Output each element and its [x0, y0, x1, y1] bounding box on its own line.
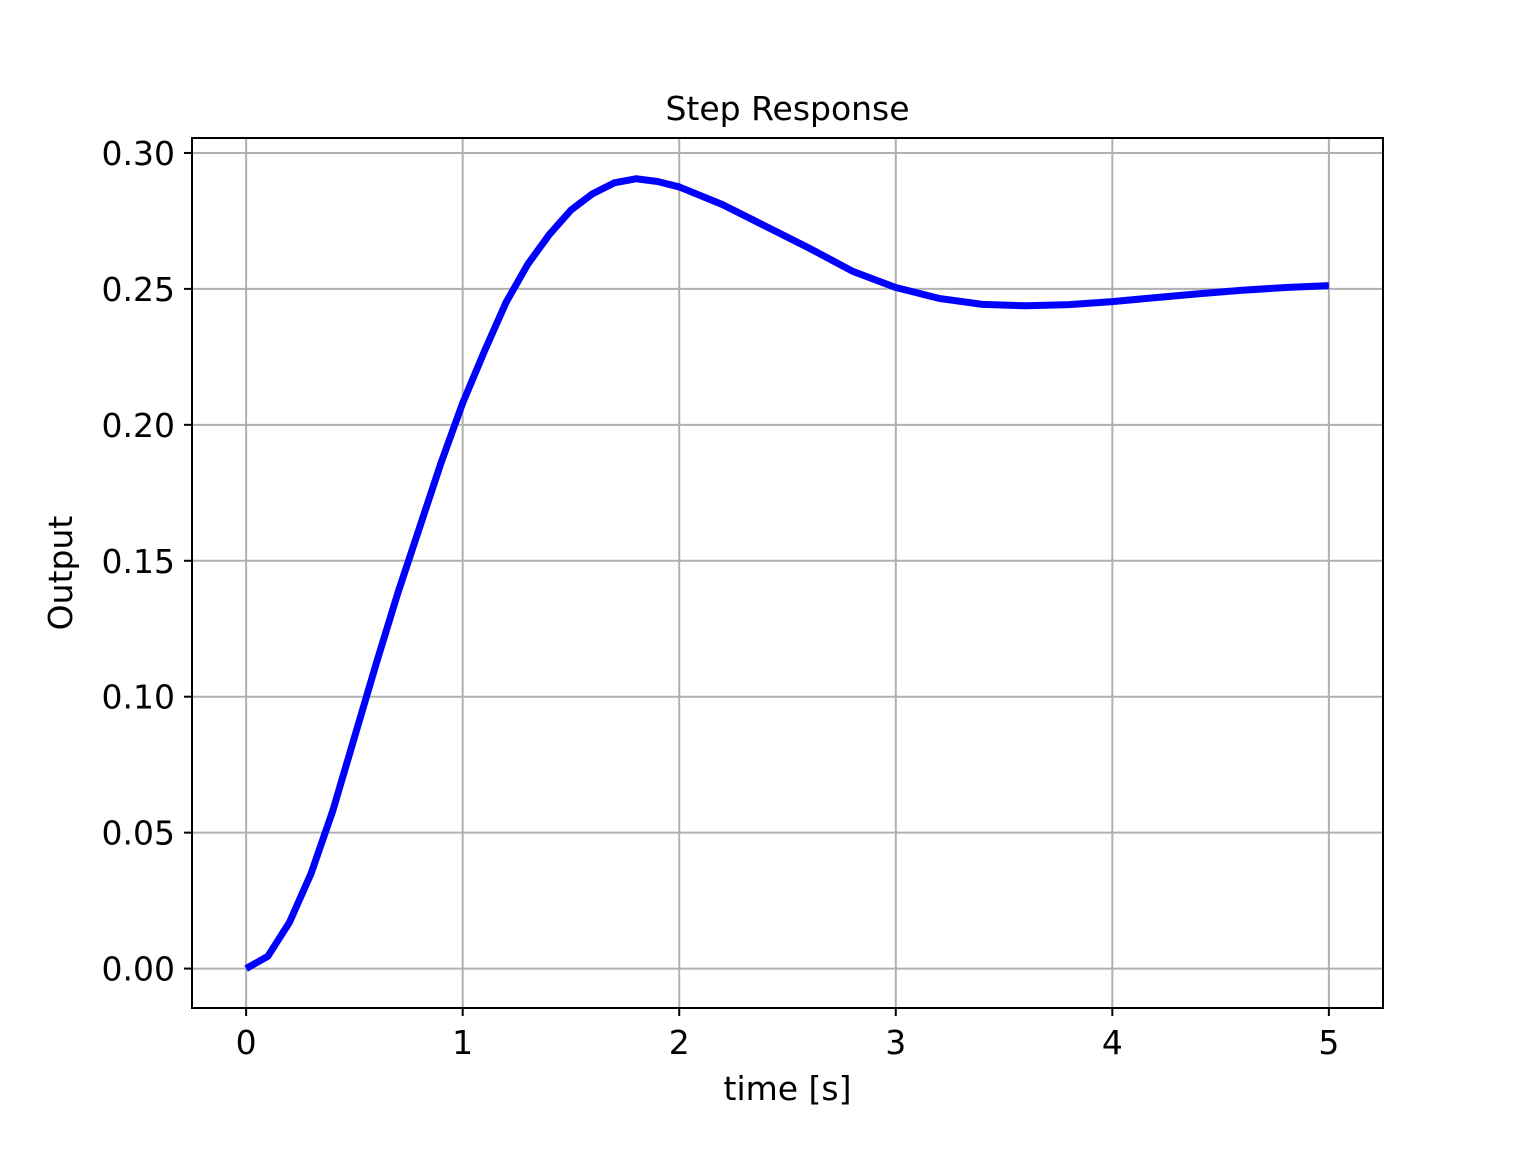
y-tick-label: 0.00 [102, 950, 175, 989]
y-axis-ticks: 0.00 0.05 0.10 0.15 0.20 0.25 0.30 [102, 134, 192, 989]
x-tick-label: 1 [452, 1023, 473, 1062]
y-tick-label: 0.30 [102, 134, 175, 173]
y-axis-label: Output [41, 516, 80, 631]
x-tick-label: 2 [669, 1023, 690, 1062]
x-axis-label: time [s] [724, 1069, 852, 1108]
y-tick-label: 0.05 [102, 814, 175, 853]
x-tick-label: 3 [885, 1023, 906, 1062]
grid-lines [192, 138, 1383, 1008]
x-axis-ticks: 0 1 2 3 4 5 [236, 1008, 1339, 1062]
step-response-line [244, 175, 1330, 972]
y-tick-label: 0.20 [102, 406, 175, 445]
x-tick-label: 0 [236, 1023, 257, 1062]
y-tick-label: 0.15 [102, 542, 175, 581]
y-tick-label: 0.25 [102, 270, 175, 309]
plot-frame [191, 137, 1384, 1009]
x-tick-label: 4 [1102, 1023, 1123, 1062]
y-tick-label: 0.10 [102, 678, 175, 717]
chart-title: Step Response [665, 89, 909, 128]
x-tick-label: 5 [1318, 1023, 1339, 1062]
